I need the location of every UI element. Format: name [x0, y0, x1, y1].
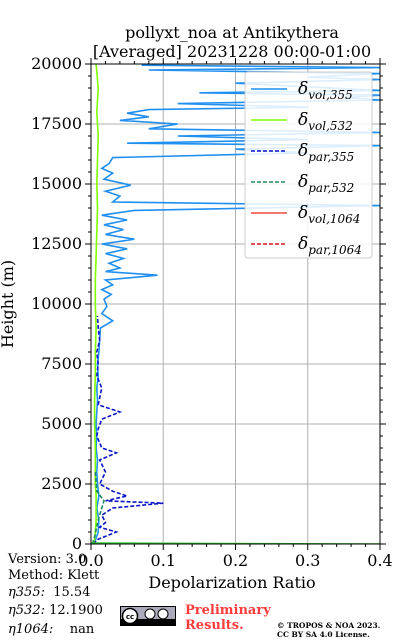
chart-title-line2: [Averaged] 20231228 00:00-01:00: [93, 42, 371, 61]
x-tick-label: 0.2: [223, 551, 248, 570]
y-tick-label: 10000: [31, 294, 82, 313]
legend-label: δvol,1064: [298, 203, 360, 226]
x-tick-label: 0.3: [295, 551, 320, 570]
svg-text:cc: cc: [126, 613, 134, 621]
copyright-line2: CC BY SA 4.0 License.: [277, 630, 370, 639]
legend-box: [244, 71, 373, 259]
eta355-row: η355: 15.54: [8, 586, 90, 599]
x-tick-label: 0.1: [151, 551, 176, 570]
legend: δvol,355 δvol,532 δpar,355 δpar,532 δvol,106…: [244, 71, 373, 259]
y-tick-label: 17500: [31, 114, 82, 133]
series-line-vol-355: [93, 64, 380, 544]
x-axis-label: Depolarization Ratio: [148, 573, 315, 592]
series-line-par-532: [91, 471, 105, 544]
y-tick-label: 15000: [31, 174, 82, 193]
y-tick-label: 2500: [41, 474, 82, 493]
version-text: Version: 3.0: [8, 552, 87, 567]
eta1064-row: η1064: nan: [8, 623, 94, 636]
eta355-label: η355:: [8, 585, 45, 600]
preliminary-line2: Results.: [185, 618, 244, 633]
y-tick-label: 5000: [41, 414, 82, 433]
y-axis-label: Height (m): [0, 260, 17, 348]
legend-label: δpar,532: [298, 172, 354, 195]
eta1064-label: η1064:: [8, 622, 54, 637]
method-text: Method: Klett: [8, 568, 100, 583]
chart-title-line1: pollyxt_noa at Antikythera: [125, 23, 339, 42]
eta532-value: 12.1900: [49, 603, 103, 618]
legend-label: δpar,355: [298, 141, 354, 164]
eta355-value: 15.54: [53, 585, 91, 600]
eta532-label: η532:: [8, 603, 45, 618]
copyright-text: © TROPOS & NOA 2023. CC BY SA 4.0 Licens…: [277, 621, 380, 639]
plot-frame: [90, 63, 381, 545]
legend-label: δvol,355: [298, 79, 353, 102]
y-tick-label: 12500: [31, 234, 82, 253]
series-line-vol-532: [93, 64, 100, 544]
legend-label: δvol,532: [298, 110, 353, 133]
eta532-row: η532: 12.1900: [8, 604, 103, 617]
x-tick-label: 0.4: [367, 551, 392, 570]
axis-ticks: 0.0 0.1 0.2 0.3 0.4 0 2500 5000 7500 10000 12500 15…: [31, 54, 393, 570]
y-tick-label: 7500: [41, 354, 82, 373]
cc-license-icon: cc: [120, 606, 176, 626]
legend-label: δpar,1064: [298, 234, 362, 257]
copyright-line1: © TROPOS & NOA 2023.: [277, 621, 381, 630]
y-tick-label: 0: [72, 534, 82, 553]
preliminary-line1: Preliminary: [185, 603, 271, 618]
x-tick-label: 0.0: [78, 551, 103, 570]
preliminary-badge: Preliminary Results.: [185, 603, 271, 633]
y-tick-label: 20000: [31, 54, 82, 73]
series-line-par-355: [92, 315, 164, 544]
eta1064-value: nan: [69, 622, 95, 637]
